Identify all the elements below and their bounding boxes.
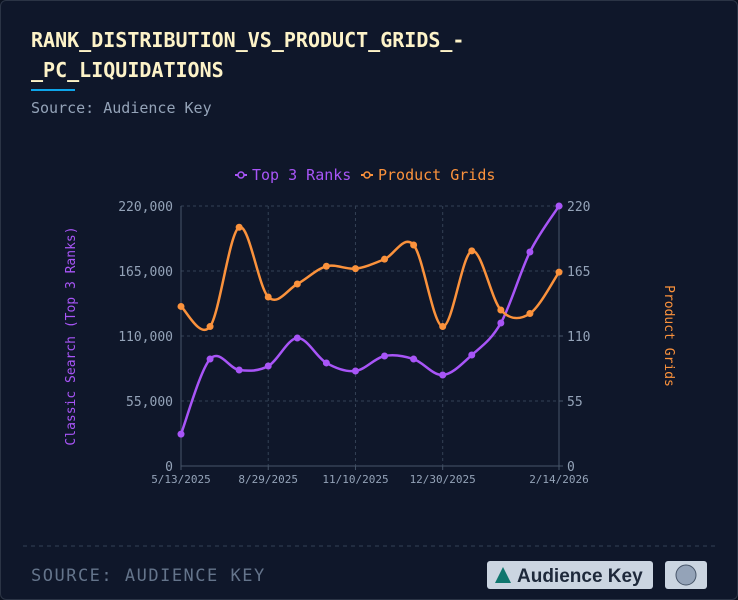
logo-icon — [495, 567, 511, 583]
point — [410, 241, 418, 249]
legend-label: Top 3 Ranks — [252, 166, 351, 184]
point — [293, 280, 301, 288]
y-tick-label: 165,000 — [118, 265, 173, 280]
footer-source: SOURCE: AUDIENCE KEY — [31, 566, 266, 586]
x-tick-label: 5/13/2025 — [151, 473, 211, 486]
y2-tick-label: 110 — [567, 330, 590, 345]
point — [555, 268, 563, 276]
legend-dot — [363, 171, 371, 179]
x-tick-label: 2/14/2026 — [529, 473, 589, 486]
point — [322, 262, 330, 270]
y-tick-label: 110,000 — [118, 330, 173, 345]
y2-tick-label: 0 — [567, 460, 575, 475]
point — [206, 323, 214, 331]
y2-tick-label: 55 — [567, 395, 583, 410]
y2-tick-label: 220 — [567, 200, 590, 215]
point — [526, 248, 534, 256]
logo-text: Audience Key — [517, 566, 643, 587]
point — [235, 366, 243, 374]
point — [497, 319, 505, 327]
point — [264, 293, 272, 301]
badge-icon — [675, 564, 697, 586]
x-tick-label: 11/10/2025 — [322, 473, 388, 486]
point — [439, 323, 447, 331]
x-tick-label: 12/30/2025 — [410, 473, 476, 486]
x-tick-label: 8/29/2025 — [238, 473, 298, 486]
y2-axis-label: Product Grids — [661, 285, 676, 387]
point — [206, 355, 214, 363]
series-line — [180, 226, 561, 331]
point — [381, 352, 389, 360]
chart-subtitle: Source: Audience Key — [31, 99, 212, 117]
legend-label: Product Grids — [378, 166, 495, 184]
point — [526, 310, 534, 318]
point — [351, 265, 359, 273]
y-axis-label: Classic Search (Top 3 Ranks) — [64, 226, 79, 445]
legend-dot — [237, 171, 245, 179]
point — [555, 202, 563, 210]
logo-box — [487, 561, 653, 589]
point — [264, 362, 272, 370]
point — [351, 367, 359, 375]
point — [177, 430, 185, 438]
point — [381, 255, 389, 263]
y-tick-label: 55,000 — [126, 395, 173, 410]
point — [468, 351, 476, 359]
y-tick-label: 220,000 — [118, 200, 173, 215]
point — [468, 247, 476, 255]
point — [322, 359, 330, 367]
point — [497, 306, 505, 314]
point — [235, 223, 243, 231]
y-tick-label: 0 — [165, 460, 173, 475]
title-accent — [31, 89, 75, 91]
point — [439, 371, 447, 379]
chart-title: RANK_DISTRIBUTION_VS_PRODUCT_GRIDS_-_PC_… — [31, 28, 465, 82]
point — [293, 334, 301, 342]
point — [177, 302, 185, 310]
y2-tick-label: 165 — [567, 265, 590, 280]
point — [410, 355, 418, 363]
